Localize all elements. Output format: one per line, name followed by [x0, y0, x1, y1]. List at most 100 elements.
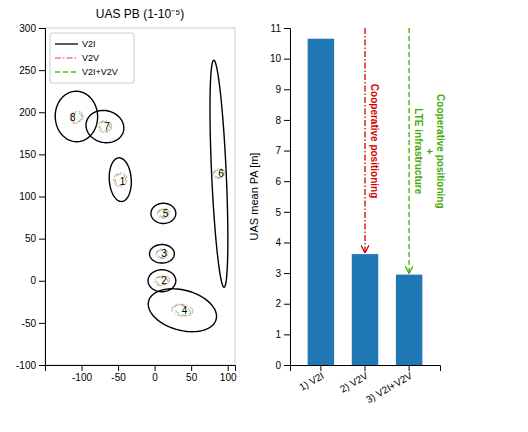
- ellipse: [109, 158, 131, 202]
- axis-line: [291, 366, 441, 372]
- tick: -100: [16, 360, 45, 371]
- tick-mark: [39, 239, 45, 240]
- tick-mark: [82, 365, 83, 371]
- tick-label: 50: [186, 372, 198, 383]
- tick: 10: [270, 53, 290, 64]
- tick-label: 100: [220, 372, 237, 383]
- ellipse: [158, 208, 170, 218]
- annotations: Cooperative positioningLTE infrastructur…: [369, 84, 446, 209]
- tick-label: 8: [275, 115, 281, 126]
- ellipse: [55, 91, 97, 141]
- tick: -100: [72, 365, 92, 383]
- tick: -50: [111, 365, 126, 383]
- ellipse: [154, 276, 169, 286]
- tick-mark: [284, 59, 290, 60]
- ellipse: [172, 304, 193, 316]
- ellipse: [174, 305, 190, 315]
- ellipse-series: [71, 113, 223, 316]
- tick: 150: [19, 149, 45, 160]
- ellipse: [86, 110, 124, 142]
- tick: -50: [22, 318, 45, 329]
- tick: 100: [220, 365, 237, 383]
- arrow: [408, 28, 409, 274]
- node-label: 2: [161, 275, 167, 286]
- tick-label: -100: [72, 372, 92, 383]
- tick: 3) V2I+V2V: [364, 365, 414, 405]
- tick-mark: [191, 365, 192, 371]
- tick-mark: [39, 197, 45, 198]
- tick: 1) V2I: [297, 365, 326, 393]
- node-label: 3: [161, 248, 167, 259]
- tick: 3: [275, 268, 290, 279]
- tick-mark: [39, 70, 45, 71]
- y-axis-title: UAS mean PA [m]: [248, 153, 260, 241]
- arrow: [364, 28, 365, 253]
- legend-label: V2V: [82, 53, 99, 63]
- tick-mark: [39, 112, 45, 113]
- tick: 250: [19, 65, 45, 76]
- legend: V2IV2VV2I+V2V: [50, 33, 134, 83]
- tick-mark: [320, 365, 321, 371]
- tick-label: -50: [22, 318, 37, 329]
- ellipse: [150, 245, 175, 264]
- tick: 2: [275, 298, 290, 309]
- tick: 1: [275, 329, 290, 340]
- ellipse: [213, 169, 225, 179]
- y-axis: 01234567891011: [270, 23, 291, 371]
- tick-label: -100: [16, 360, 36, 371]
- tick-label: 7: [275, 145, 281, 156]
- tick-label: 150: [19, 149, 36, 160]
- ellipse: [151, 203, 176, 223]
- node-label: 6: [218, 168, 224, 179]
- title: UAS PB (1-10⁻⁵): [96, 7, 184, 21]
- node-label: 8: [70, 112, 76, 123]
- tick-label: 4: [275, 237, 281, 248]
- node-labels: 87123546: [70, 112, 224, 316]
- tick: 5: [275, 207, 290, 218]
- node-label: 7: [104, 121, 110, 132]
- legend-swatch: [55, 43, 78, 44]
- tick-label: 10: [270, 53, 282, 64]
- tick-label: -50: [111, 372, 126, 383]
- tick: 0: [152, 365, 158, 383]
- tick-label: 1) V2I: [297, 370, 326, 393]
- ellipse: [114, 173, 127, 187]
- plot-area: [308, 28, 423, 365]
- tick: 8: [275, 115, 290, 126]
- legend-label: V2I+V2V: [82, 67, 118, 77]
- annotation: +: [424, 148, 435, 154]
- node-label: 5: [163, 208, 169, 219]
- bar: [396, 275, 422, 365]
- axis-line: [284, 29, 291, 366]
- legend-box: [50, 33, 134, 83]
- bar: [308, 39, 334, 365]
- tick-label: 200: [19, 107, 36, 118]
- tick-mark: [284, 365, 290, 366]
- tick-mark: [228, 365, 229, 371]
- axis-line: [39, 29, 46, 366]
- tick-label: 5: [275, 207, 281, 218]
- tick-mark: [284, 304, 290, 305]
- tick-mark: [409, 365, 410, 371]
- tick-mark: [365, 365, 366, 371]
- tick-mark: [39, 154, 45, 155]
- tick-label: 3) V2I+V2V: [364, 370, 414, 405]
- ellipse-series: [70, 111, 225, 316]
- plot-frame: [45, 28, 235, 365]
- axis-line: [46, 366, 236, 372]
- tick-mark: [284, 242, 290, 243]
- tick: 2) V2V: [338, 365, 370, 395]
- ellipse: [156, 249, 168, 259]
- tick-mark: [39, 323, 45, 324]
- x-axis: 1) V2I 2) V2V3) V2I+V2V: [291, 365, 441, 405]
- tick-mark: [155, 365, 156, 371]
- tick-mark: [118, 365, 119, 371]
- tick: 50: [186, 365, 198, 383]
- tick-mark: [39, 28, 45, 29]
- bar: [352, 254, 378, 365]
- tick-label: 300: [19, 23, 36, 34]
- tick-label: 11: [271, 23, 282, 34]
- tick-mark: [284, 181, 290, 182]
- tick-label: 9: [275, 84, 281, 95]
- tick-label: 100: [19, 191, 36, 202]
